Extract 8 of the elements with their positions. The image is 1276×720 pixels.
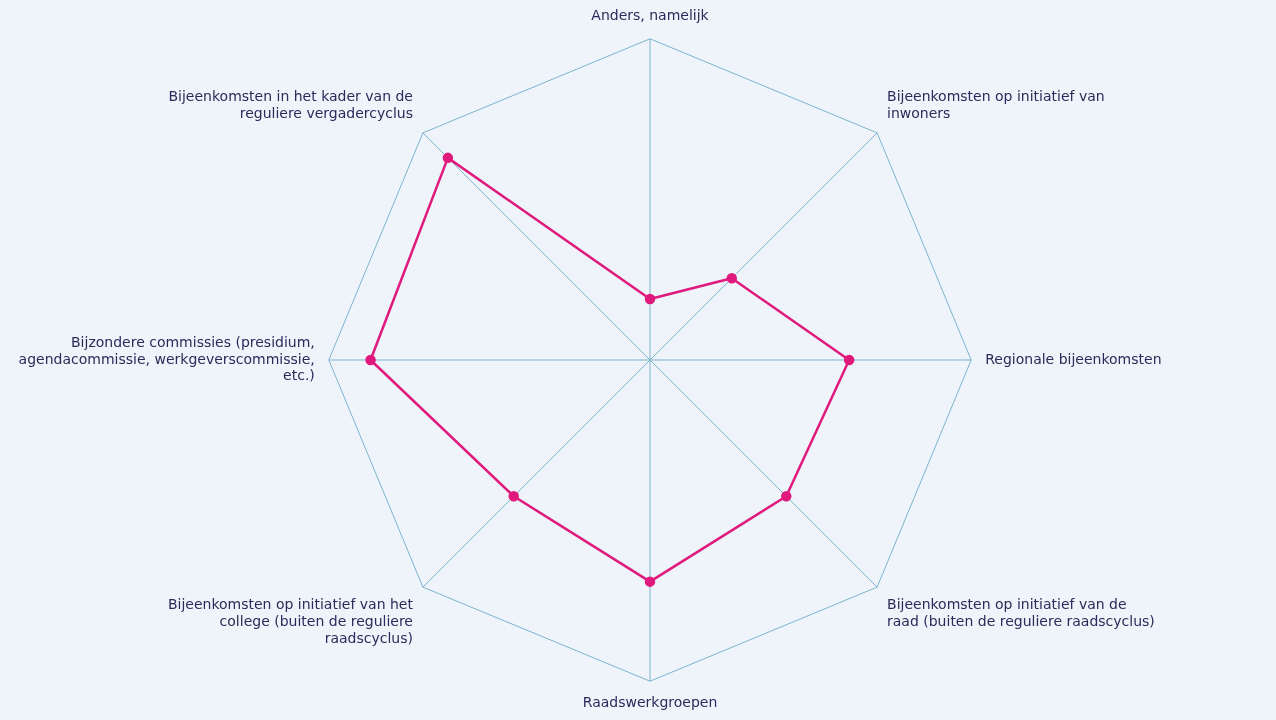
spoke-label: Anders, namelijk xyxy=(591,7,710,24)
spoke-label: Regionale bijeenkomsten xyxy=(985,350,1162,367)
spoke-label: Bijeenkomsten in het kader van de reguliere vergadercyclus xyxy=(168,88,413,122)
spoke-label: Bijeenkomsten op initiatief van het college (buiten de reguliere raadscyclus) xyxy=(167,596,414,646)
spoke-label: Bijzondere commissies (presidium, agendacommissie, werkgeverscommissie, etc.) xyxy=(18,333,315,384)
spoke-label: Bijeenkomsten op initiatief van de raad (buiten de reguliere raadscyclus) xyxy=(887,596,1155,629)
spoke-label: Raadswerkgroepen xyxy=(582,694,718,711)
spoke-label: Bijeenkomsten op initiatief van inwoners xyxy=(887,88,1105,122)
